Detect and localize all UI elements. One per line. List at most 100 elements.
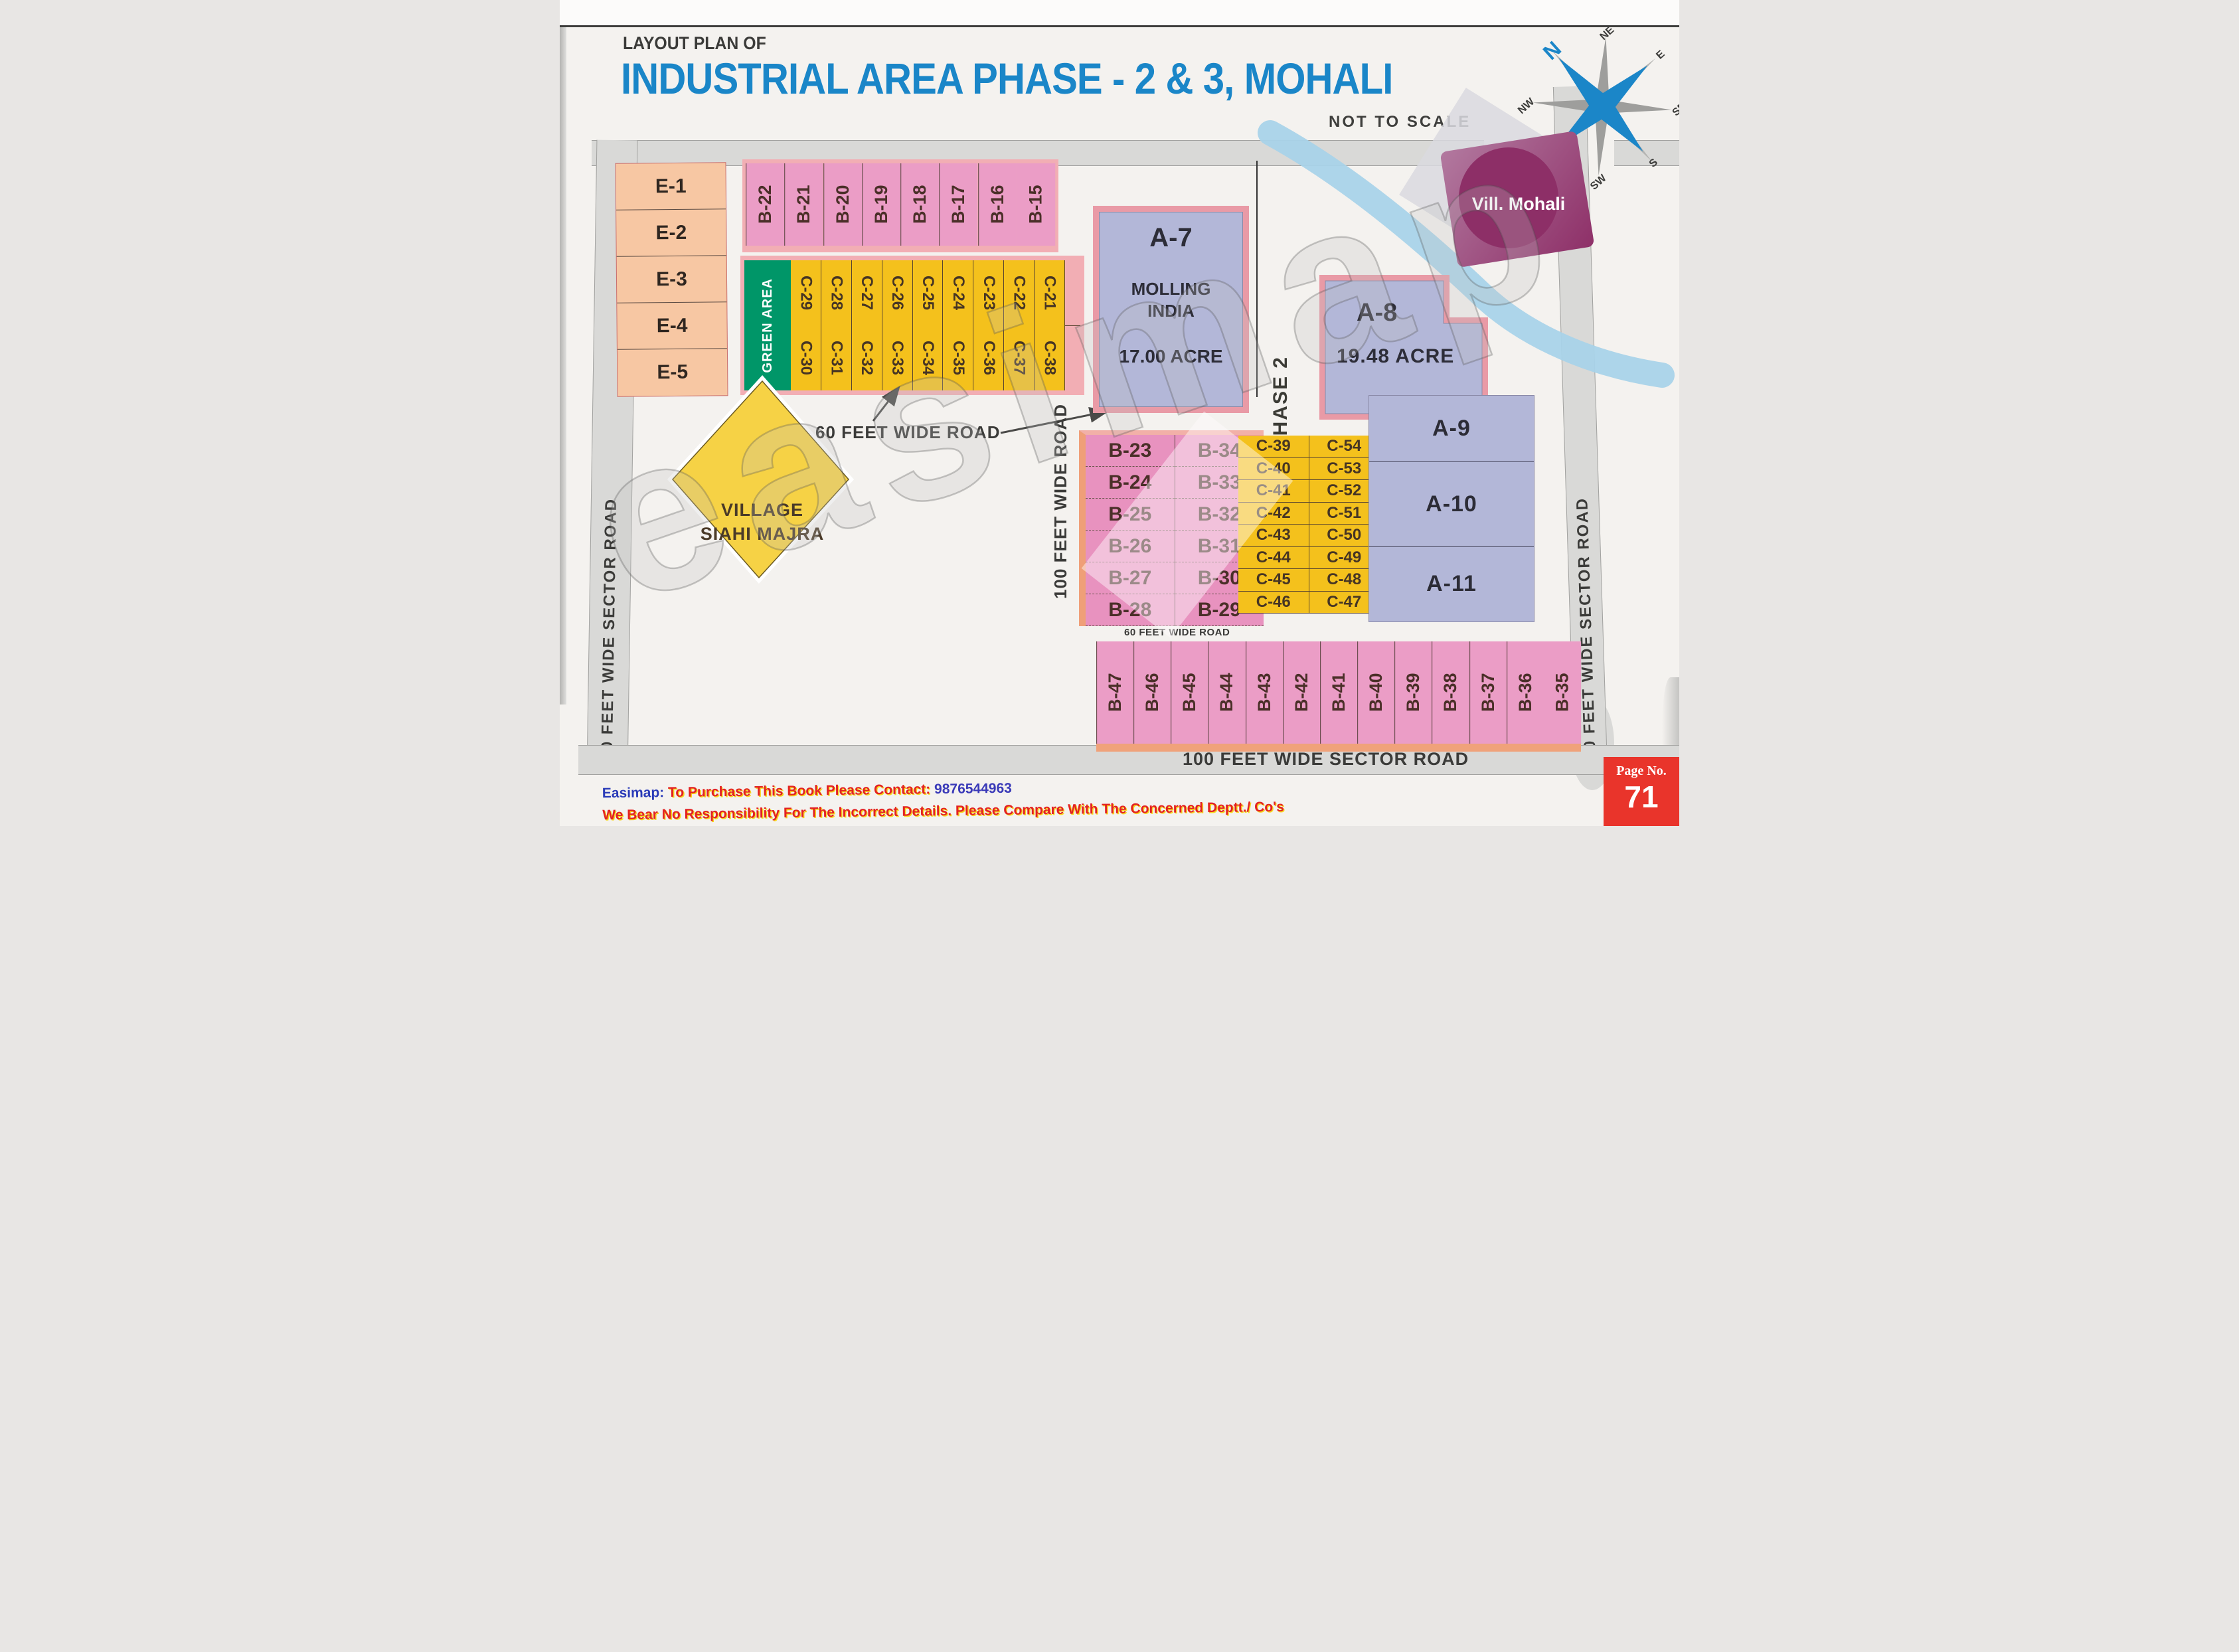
hundred-mid-road-text: 100 FEET WIDE ROAD	[1050, 404, 1070, 599]
a-stack-block: A-9 A-10 A-11	[1368, 395, 1534, 622]
plot-b: B-45	[1171, 641, 1208, 744]
plot-c: C-42	[1238, 503, 1309, 525]
plot-c: C-41	[1238, 480, 1309, 503]
plot-c: C-31	[821, 325, 852, 390]
plot-b: B-38	[1432, 641, 1469, 744]
plot-c: C-35	[943, 325, 974, 390]
plot-b: B-26	[1086, 531, 1175, 562]
plot-b: B-21	[784, 163, 823, 246]
sixty-feet-road-label: 60 FEET WIDE ROAD	[815, 422, 1001, 442]
plot-c: C-29	[791, 260, 821, 325]
page-title: INDUSTRIAL AREA PHASE - 2 & 3, MOHALI	[621, 54, 1393, 103]
plot-c: C-23	[973, 260, 1005, 325]
hundred-mid-road-label: 100 FEET WIDE ROAD	[1048, 398, 1072, 604]
village-label-line2: SIAHI MAJRA	[700, 524, 825, 544]
plot-b: B-31	[1175, 531, 1264, 562]
a8-area: 19.48 ACRE	[1337, 345, 1455, 367]
plot-a: A-10	[1369, 462, 1534, 547]
plot-b: B-44	[1208, 641, 1246, 744]
b-mid-right-col: B-34 B-33 B-32 B-31 B-30 B-29	[1174, 435, 1264, 626]
plan-eyebrow: LAYOUT PLAN OF	[623, 33, 766, 53]
footer: Easimap: To Purchase This Book Please Co…	[602, 774, 1284, 826]
plot-c: C-53	[1309, 458, 1379, 480]
plot-b: B-29	[1175, 594, 1264, 626]
compass-label-sw: SW	[1588, 172, 1609, 189]
c-top-row: C-29 C-28 C-27 C-26 C-25 C-24 C-23 C-22 C-21	[791, 260, 1080, 326]
plot-c: C-45	[1238, 569, 1309, 592]
a7-inner: A-7 MOLLING INDIA 17.00 ACRE	[1099, 212, 1243, 407]
plot-c: C-34	[912, 325, 944, 390]
plot-c: C-40	[1238, 458, 1309, 480]
plot-e: E-4	[617, 302, 727, 350]
plot-b: B-22	[746, 163, 785, 246]
e-plot-block: E-1 E-2 E-3 E-4 E-5	[615, 162, 728, 397]
page-margin-top	[560, 0, 1679, 25]
a7-occupant-line2: INDIA	[1147, 301, 1195, 321]
green-area-label: GREEN AREA	[760, 278, 775, 373]
b-top-grid: B-22 B-21 B-20 B-19 B-18 B-17 B-16 B-15	[746, 163, 1055, 246]
plot-c: C-54	[1309, 436, 1379, 458]
plot-e: E-3	[616, 256, 727, 303]
c-mid-left-col: C-39 C-40 C-41 C-42 C-43 C-44 C-45 C-46	[1238, 436, 1309, 614]
village-label-line1: VILLAGE	[720, 500, 803, 520]
c-mid-right-col: C-54 C-53 C-52 C-51 C-50 C-49 C-48 C-47	[1308, 436, 1379, 614]
plot-b: B-30	[1175, 562, 1264, 594]
footer-purchase: To Purchase This Book Please Contact:	[667, 782, 931, 801]
c-bottom-row: C-30 C-31 C-32 C-33 C-34 C-35 C-36 C-37 C-38	[791, 325, 1080, 390]
plot-b: B-16	[977, 163, 1017, 246]
compass-label-nw: NW	[1516, 96, 1537, 116]
plot-c: C-50	[1309, 525, 1379, 547]
vill-mohali-blob-core	[1459, 147, 1558, 248]
plot-c: C-30	[791, 325, 821, 390]
plot-c: C-32	[851, 325, 882, 390]
plot-b: B-40	[1357, 641, 1395, 744]
plot-b: B-37	[1469, 641, 1507, 744]
plot-e: E-1	[616, 163, 726, 210]
plot-b: B-42	[1282, 641, 1320, 744]
plot-b: B-46	[1133, 641, 1171, 744]
c-mid-block: C-39 C-40 C-41 C-42 C-43 C-44 C-45 C-46 C-54 C-5…	[1238, 436, 1379, 614]
plot-c: C-27	[851, 260, 882, 325]
plot-b: B-27	[1086, 562, 1175, 594]
plot-b: B-18	[900, 163, 940, 246]
plot-a: A-9	[1369, 396, 1534, 463]
plot-b: B-23	[1086, 435, 1175, 467]
plot-b: B-34	[1175, 435, 1264, 467]
page-edge-line	[560, 25, 1679, 27]
plot-c: C-44	[1238, 547, 1309, 569]
plot-c: C-48	[1309, 569, 1379, 592]
vill-mohali-label: Vill. Mohali	[1471, 194, 1566, 214]
page-number-label: Page No.	[1616, 764, 1667, 778]
plot-b: B-28	[1086, 594, 1175, 626]
compass-rose: N NE E SE S SW W NW	[1516, 27, 1679, 189]
plot-b: B-25	[1086, 499, 1175, 531]
plot-c: C-36	[973, 325, 1005, 390]
village-diamond	[667, 375, 855, 584]
a7-area: 17.00 ACRE	[1119, 346, 1223, 367]
e-plot-grid: E-1 E-2 E-3 E-4 E-5	[616, 163, 727, 396]
plot-a: A-11	[1426, 571, 1477, 597]
plot-c: C-24	[943, 260, 974, 325]
a-stack-grid: A-9 A-10 A-11	[1369, 396, 1534, 621]
b-mid-left-col: B-23 B-24 B-25 B-26 B-27 B-28	[1086, 435, 1175, 626]
plot-b: B-20	[823, 163, 862, 246]
plot-b: B-15	[1016, 163, 1055, 246]
plot-b: B-36	[1506, 641, 1544, 744]
plot-c: C-21	[1035, 260, 1066, 325]
compass-label-se: SE	[1671, 100, 1679, 118]
plot-c: C-46	[1238, 592, 1309, 614]
plot-b: B-24	[1086, 467, 1175, 499]
plot-b: B-43	[1245, 641, 1283, 744]
plot-c: C-43	[1238, 525, 1309, 547]
plot-c: C-26	[882, 260, 913, 325]
phase-boundary-line	[1256, 161, 1258, 397]
a7-id: A-7	[1149, 223, 1193, 252]
village-label: VILLAGE SIAHI MAJRA	[686, 498, 839, 546]
plot-c: C-52	[1309, 480, 1379, 503]
a7-block: A-7 MOLLING INDIA 17.00 ACRE	[1093, 206, 1249, 413]
plot-b: B-41	[1319, 641, 1358, 744]
page-number-value: 71	[1624, 780, 1659, 814]
a7-occupant-line1: MOLLING	[1131, 279, 1211, 299]
plot-c: C-39	[1238, 436, 1309, 458]
green-area: GREEN AREA	[744, 260, 791, 390]
